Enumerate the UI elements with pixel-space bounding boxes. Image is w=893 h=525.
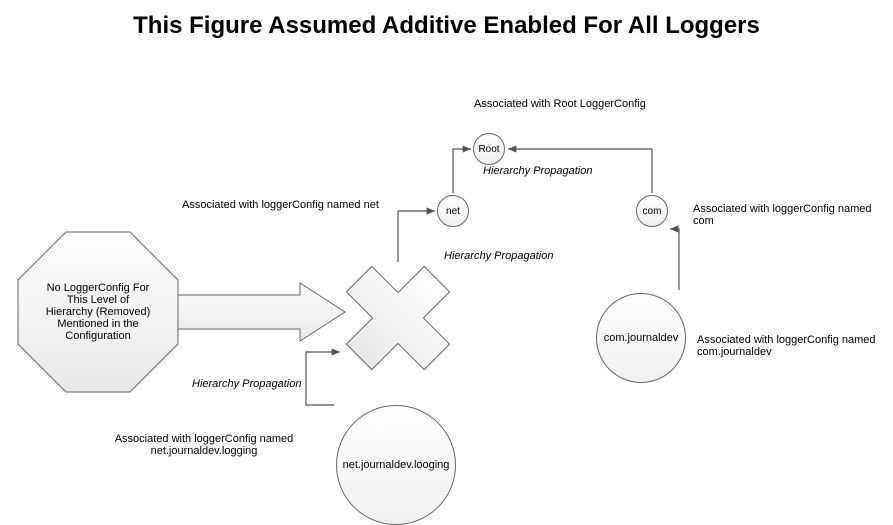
label-hierarchy-prop-3: Hierarchy Propagation — [192, 378, 301, 390]
label-hierarchy-prop-1: Hierarchy Propagation — [483, 165, 592, 177]
node-com-journaldev-label: com.journaldev — [604, 332, 679, 344]
label-net-jd-assoc: Associated with loggerConfig named net.j… — [104, 433, 304, 457]
octagon-text: No LoggerConfig For This Level of Hierar… — [44, 282, 152, 342]
node-net-journaldev-logging: net.journaldev.looging — [336, 405, 456, 525]
node-root: Root — [473, 133, 505, 165]
node-net: net — [437, 195, 469, 227]
label-hierarchy-prop-2: Hierarchy Propagation — [444, 250, 553, 262]
node-com: com — [636, 195, 668, 227]
label-net-assoc: Associated with loggerConfig named net — [182, 199, 379, 211]
label-com-jd-assoc: Associated with loggerConfig named com.j… — [697, 334, 893, 358]
label-root-assoc: Associated with Root LoggerConfig — [474, 98, 646, 110]
node-root-label: Root — [478, 144, 499, 155]
node-net-journaldev-logging-label: net.journaldev.looging — [343, 459, 450, 471]
node-com-journaldev: com.journaldev — [596, 293, 686, 383]
node-net-label: net — [446, 206, 460, 217]
node-com-label: com — [643, 206, 662, 217]
label-com-assoc: Associated with loggerConfig named com — [693, 203, 893, 227]
octagon-no-loggerconfig: No LoggerConfig For This Level of Hierar… — [18, 232, 178, 392]
page-title: This Figure Assumed Additive Enabled For… — [0, 12, 893, 40]
